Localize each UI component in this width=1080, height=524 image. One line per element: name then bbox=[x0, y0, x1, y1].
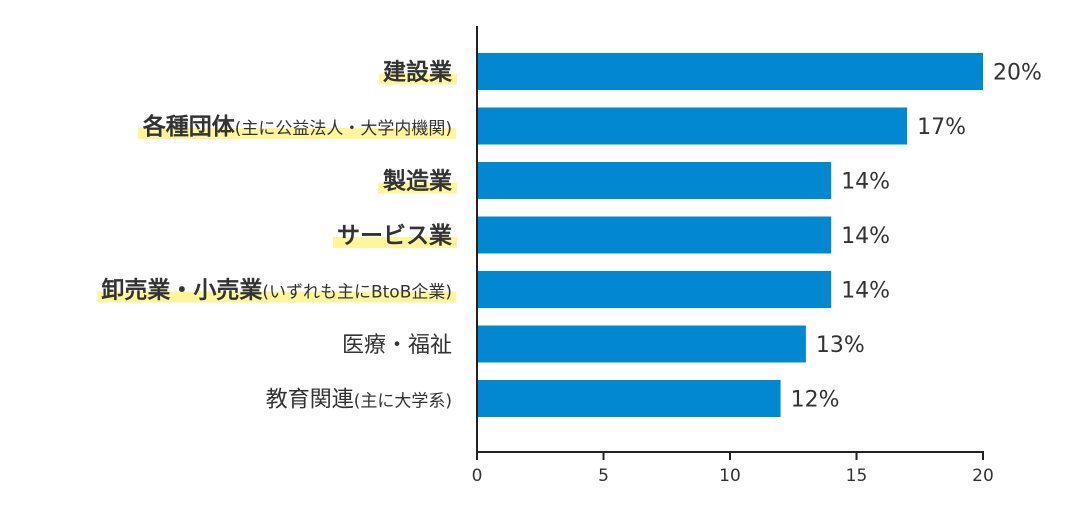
value-label: 14% bbox=[841, 170, 890, 195]
bar bbox=[477, 216, 832, 254]
x-tick-label: 20 bbox=[972, 466, 994, 486]
category-main-text: サービス業 bbox=[337, 222, 453, 249]
category-sub-text: (いずれも主にBtoB企業) bbox=[262, 283, 452, 303]
value-label: 14% bbox=[841, 224, 890, 249]
value-label: 13% bbox=[816, 333, 865, 358]
value-labels-group: 20% 17% 14% 14% 14% 13% 12% bbox=[791, 61, 1042, 413]
bar bbox=[477, 162, 832, 199]
bar bbox=[477, 325, 806, 363]
bar bbox=[477, 53, 983, 90]
category-main-text: 医療・福祉 bbox=[342, 333, 452, 358]
category-label: 教育関連(主に大学系) bbox=[266, 388, 452, 413]
category-sub-text: (主に公益法人・大学内機関) bbox=[235, 119, 452, 139]
category-main-text: 各種団体 bbox=[142, 113, 236, 140]
category-label: 医療・福祉 bbox=[342, 333, 452, 358]
x-tick-label: 0 bbox=[472, 466, 483, 486]
category-label: 各種団体(主に公益法人・大学内機関) bbox=[142, 113, 452, 140]
value-label: 17% bbox=[917, 115, 966, 140]
bar bbox=[477, 107, 908, 145]
label-highlight bbox=[378, 182, 457, 194]
category-label: 卸売業・小売業(いずれも主にBtoB企業) bbox=[101, 277, 452, 304]
label-highlight bbox=[137, 128, 456, 139]
value-label: 12% bbox=[791, 388, 840, 413]
label-highlight bbox=[333, 237, 457, 248]
x-tick-label: 5 bbox=[598, 466, 609, 486]
category-main-text: 教育関連 bbox=[266, 388, 354, 413]
bar bbox=[477, 380, 781, 417]
label-highlight bbox=[379, 73, 457, 85]
label-highlight bbox=[97, 291, 456, 303]
category-main-text: 卸売業・小売業 bbox=[101, 277, 263, 304]
category-label: 製造業 bbox=[382, 168, 453, 195]
bar bbox=[477, 271, 832, 308]
value-label: 20% bbox=[993, 61, 1042, 86]
bars-group bbox=[477, 53, 983, 417]
category-sub-text: (主に大学系) bbox=[354, 392, 452, 412]
axes-group: 0 5 10 15 20 bbox=[472, 26, 994, 486]
category-main-text: 製造業 bbox=[382, 168, 453, 195]
value-label: 14% bbox=[841, 279, 890, 304]
x-tick-label: 10 bbox=[719, 466, 741, 486]
x-tick-label: 15 bbox=[846, 466, 868, 486]
category-label: 建設業 bbox=[383, 59, 453, 86]
category-label: サービス業 bbox=[337, 222, 453, 249]
label-highlights bbox=[97, 73, 457, 303]
category-main-text: 建設業 bbox=[383, 59, 453, 86]
